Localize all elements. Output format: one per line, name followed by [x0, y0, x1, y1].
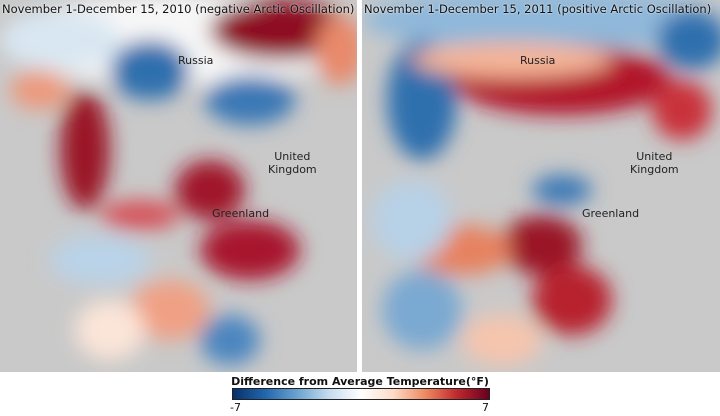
color-scale-bar: [232, 388, 490, 400]
label-russia: Russia: [178, 54, 214, 67]
map-panel-2011: November 1-December 15, 2011 (positive A…: [362, 0, 720, 372]
label-united-kingdom: United Kingdom: [268, 150, 317, 176]
label-russia: Russia: [520, 54, 556, 67]
temperature-anomaly-map-2010: [0, 0, 357, 365]
map-panel-2010: November 1-December 15, 2010 (negative A…: [0, 0, 357, 372]
label-greenland: Greenland: [582, 207, 640, 220]
temperature-anomaly-map-2011: [362, 0, 720, 365]
label-united-kingdom: United Kingdom: [630, 150, 679, 176]
legend-title: Difference from Average Temperature(°F): [231, 375, 489, 388]
panel-title: November 1-December 15, 2010 (negative A…: [2, 2, 355, 16]
label-greenland: Greenland: [212, 207, 270, 220]
legend-min-label: -7: [230, 401, 241, 414]
panel-title: November 1-December 15, 2011 (positive A…: [364, 2, 712, 16]
legend-max-label: 7: [482, 401, 489, 414]
